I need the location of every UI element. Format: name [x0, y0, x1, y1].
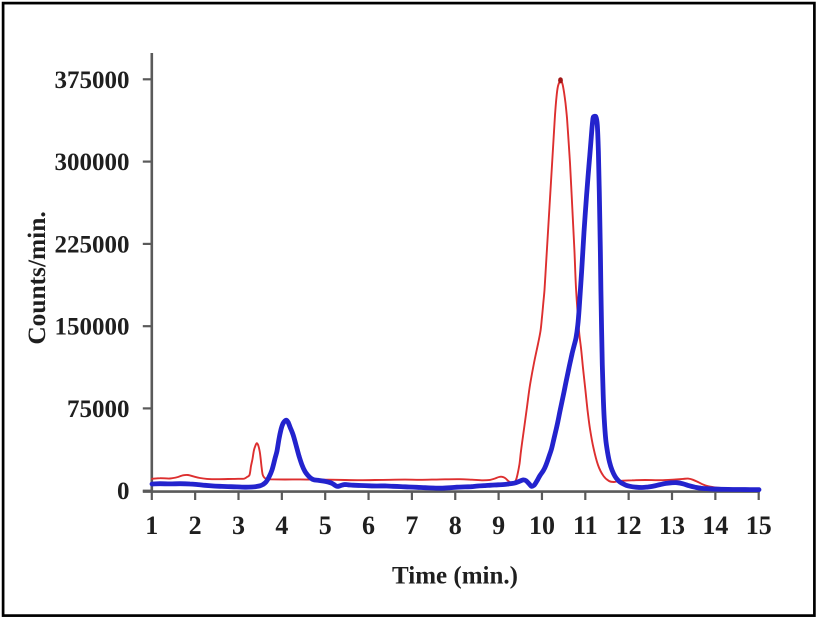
svg-text:5: 5 [319, 511, 332, 540]
svg-text:375000: 375000 [55, 67, 130, 94]
svg-text:1: 1 [145, 511, 158, 540]
svg-text:15: 15 [746, 511, 772, 540]
svg-text:Counts/min.: Counts/min. [23, 211, 51, 344]
svg-text:8: 8 [449, 511, 462, 540]
svg-text:10: 10 [529, 511, 555, 540]
svg-text:225000: 225000 [55, 231, 130, 258]
svg-text:13: 13 [659, 511, 685, 540]
svg-text:14: 14 [702, 511, 728, 540]
svg-text:4: 4 [275, 511, 288, 540]
svg-text:7: 7 [405, 511, 418, 540]
svg-text:Time (min.): Time (min.) [392, 563, 518, 590]
svg-text:2: 2 [189, 511, 202, 540]
svg-text:3: 3 [232, 511, 245, 540]
svg-text:0: 0 [117, 478, 130, 505]
svg-text:6: 6 [362, 511, 375, 540]
svg-text:12: 12 [616, 511, 642, 540]
svg-text:75000: 75000 [67, 396, 130, 423]
svg-text:300000: 300000 [55, 149, 130, 176]
svg-text:150000: 150000 [55, 314, 130, 341]
svg-text:11: 11 [573, 511, 598, 540]
svg-text:9: 9 [492, 511, 505, 540]
